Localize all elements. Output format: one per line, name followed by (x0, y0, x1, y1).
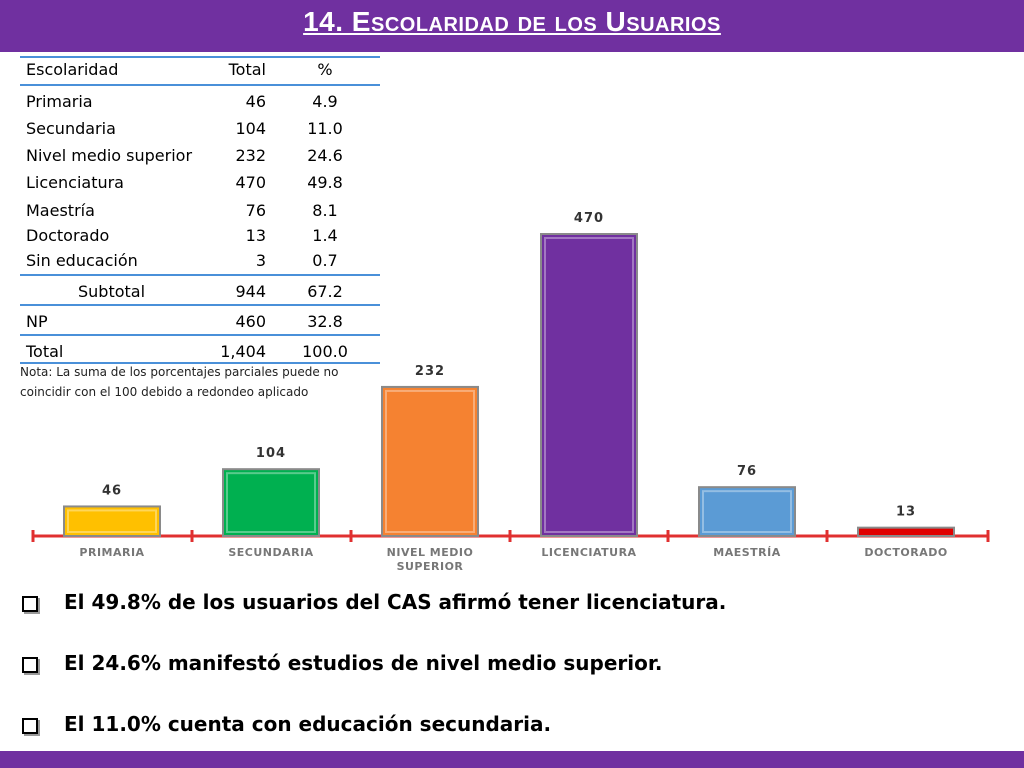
row-label: Sin educación (26, 251, 138, 270)
table-row: Nivel medio superior 232 24.6 (20, 142, 380, 168)
np-label: NP (26, 312, 48, 331)
row-label: Primaria (26, 92, 93, 111)
header-escolaridad: Escolaridad (26, 60, 119, 79)
table-note: Nota: La suma de los porcentajes parcial… (20, 365, 339, 399)
table-row: Licenciatura 470 49.8 (20, 169, 380, 195)
bar-chart: 46 104 232 470 76 13 PRIMARIA SECUNDARIA NIVEL M… (31, 211, 990, 573)
bar-value-label: 470 (574, 211, 604, 226)
bar (222, 468, 320, 537)
np-percent: 32.8 (307, 312, 343, 331)
bar (381, 385, 479, 538)
header-percent: % (317, 60, 333, 79)
bar-value-label: 232 (415, 364, 445, 379)
table-header-rule (20, 84, 380, 86)
bar-rect (698, 486, 796, 537)
table-row: Secundaria 104 11.0 (20, 115, 380, 141)
bar-bevel (702, 490, 792, 533)
checkbox-bullet-icon (22, 596, 38, 612)
row-total: 104 (235, 119, 266, 138)
bar (540, 233, 638, 537)
row-total: 13 (245, 226, 266, 245)
bullet-text: El 49.8% de los usuarios del CAS afirmó … (64, 590, 727, 614)
total-label: Total (26, 342, 64, 361)
row-percent: 0.7 (312, 251, 338, 270)
row-percent: 8.1 (312, 201, 338, 220)
bar-bevel (67, 509, 157, 534)
category-label: MAESTRÍA (713, 546, 780, 559)
bar-bevel (226, 472, 316, 533)
row-total: 46 (245, 92, 266, 111)
bar-rect (222, 468, 320, 537)
bar-value-label: 76 (737, 464, 757, 479)
checkbox-bullet-icon (22, 718, 38, 734)
row-percent: 49.8 (307, 173, 343, 192)
footer-bar (0, 751, 1024, 768)
table-np-row: NP 460 32.8 (20, 308, 380, 334)
bar-value-label: 46 (102, 483, 122, 498)
table-row: Maestría 76 8.1 (20, 197, 380, 223)
bar (698, 486, 796, 537)
subtotal-label: Subtotal (78, 282, 146, 301)
bar-rect (381, 385, 479, 538)
bullet-text: El 24.6% manifestó estudios de nivel med… (64, 651, 663, 675)
np-total: 460 (235, 312, 266, 331)
row-percent: 4.9 (312, 92, 338, 111)
subtotal-total: 944 (235, 282, 266, 301)
table-subtotal-row: Subtotal 944 67.2 (20, 278, 380, 304)
bar-rect (540, 233, 638, 537)
category-label: LICENCIATURA (541, 546, 636, 559)
bar (857, 526, 955, 537)
bar-rect (63, 505, 161, 538)
table-row: Sin educación 3 0.7 (20, 247, 380, 273)
row-total: 76 (245, 201, 266, 220)
category-label: SECUNDARIA (228, 546, 313, 559)
bar-value-label: 104 (256, 446, 286, 461)
row-label: Licenciatura (26, 173, 124, 192)
table-bottom-rule (20, 362, 380, 364)
bar-bevel (385, 389, 475, 534)
subtotal-percent: 67.2 (307, 282, 343, 301)
row-total: 3 (255, 251, 266, 270)
bar-bevel (544, 237, 634, 533)
row-label: Nivel medio superior (26, 146, 193, 165)
row-total: 232 (235, 146, 266, 165)
table-rule (20, 334, 380, 336)
category-label: PRIMARIA (79, 546, 144, 559)
total-percent: 100.0 (302, 342, 348, 361)
bar-rect (857, 526, 955, 537)
bar-value-label: 13 (896, 505, 916, 520)
category-label: NIVEL MEDIO SUPERIOR (387, 546, 474, 573)
table-rule (20, 304, 380, 306)
row-label: Maestría (26, 201, 95, 220)
table-top-rule (20, 56, 380, 58)
checkbox-bullet-icon (22, 657, 38, 673)
row-percent: 24.6 (307, 146, 343, 165)
table-row: Primaria 46 4.9 (20, 88, 380, 114)
category-label: DOCTORADO (864, 546, 947, 559)
bullet-text: El 11.0% cuenta con educación secundaria… (64, 712, 552, 736)
row-percent: 11.0 (307, 119, 343, 138)
total-total: 1,404 (220, 342, 266, 361)
header-total: Total (228, 60, 266, 79)
slide-title: 14. Escolaridad de los Usuarios (303, 6, 721, 37)
row-total: 470 (235, 173, 266, 192)
header-bar (0, 0, 1024, 52)
table-total-row: Total 1,404 100.0 (20, 338, 380, 364)
bar (63, 505, 161, 538)
table-rule (20, 274, 380, 276)
row-label: Secundaria (26, 119, 116, 138)
row-percent: 1.4 (312, 226, 338, 245)
row-label: Doctorado (26, 226, 110, 245)
table-row: Doctorado 13 1.4 (20, 222, 380, 248)
table-header-row: Escolaridad Total % (20, 56, 380, 82)
